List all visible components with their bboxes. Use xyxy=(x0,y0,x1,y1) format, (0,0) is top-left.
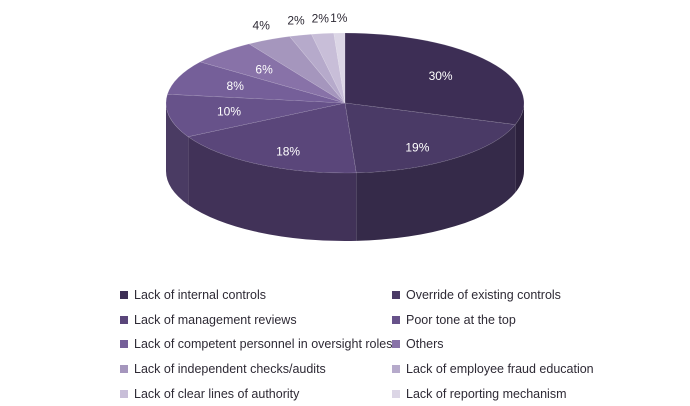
legend-item-override-of-existing-controls: Override of existing controls xyxy=(392,283,640,308)
pie-slice-lack-of-management-reviews xyxy=(187,102,357,174)
legend-label-others: Others xyxy=(406,337,444,352)
legend-label-lack-of-employee-fraud-education: Lack of employee fraud education xyxy=(406,362,594,377)
legend-item-lack-of-management-reviews: Lack of management reviews xyxy=(120,308,392,333)
pie-side-poor-tone-at-the-top xyxy=(166,103,189,205)
legend-swatch-lack-of-clear-lines-of-authority xyxy=(120,389,128,398)
data-label-lack-of-management-reviews: 18% xyxy=(276,145,300,159)
pie-side-walls xyxy=(166,103,524,242)
legend-item-lack-of-clear-lines-of-authority: Lack of clear lines of authority xyxy=(120,381,392,406)
legend-swatch-lack-of-management-reviews xyxy=(120,315,128,324)
data-label-lack-of-reporting-mechanism: 1% xyxy=(330,11,348,25)
data-label-poor-tone-at-the-top: 10% xyxy=(217,105,241,119)
pie-slice-lack-of-reporting-mechanism xyxy=(333,32,346,104)
legend-label-lack-of-internal-controls: Lack of internal controls xyxy=(134,288,267,303)
legend-swatch-lack-of-reporting-mechanism xyxy=(392,389,400,398)
legend-swatch-lack-of-independent-checks-audits xyxy=(120,365,128,374)
legend-item-lack-of-independent-checks-audits: Lack of independent checks/audits xyxy=(120,357,392,382)
legend-swatch-override-of-existing-controls xyxy=(392,291,400,300)
pie-top-slices xyxy=(165,32,525,174)
legend-swatch-lack-of-competent-personnel-in-oversight-roles xyxy=(120,340,128,349)
pie-slice-poor-tone-at-the-top xyxy=(165,93,346,138)
legend-swatch-lack-of-internal-controls xyxy=(120,291,128,300)
legend-swatch-lack-of-employee-fraud-education xyxy=(392,365,400,374)
pie-side-lack-of-internal-controls xyxy=(515,103,524,193)
legend-label-lack-of-clear-lines-of-authority: Lack of clear lines of authority xyxy=(134,386,300,401)
legend-item-lack-of-internal-controls: Lack of internal controls xyxy=(120,283,392,308)
pie-chart: 30% 19% 18% 10% 8% 6% 4% 2% 2% 1% xyxy=(165,11,525,242)
data-label-lack-of-clear-lines-of-authority: 2% xyxy=(312,12,330,26)
legend-label-poor-tone-at-the-top: Poor tone at the top xyxy=(406,312,516,327)
legend-label-lack-of-management-reviews: Lack of management reviews xyxy=(134,312,297,327)
legend-label-lack-of-competent-personnel-in-oversight-roles: Lack of competent personnel in oversight… xyxy=(134,337,393,352)
legend-swatch-poor-tone-at-the-top xyxy=(392,315,400,324)
legend: Lack of internal controls Override of exi… xyxy=(120,283,640,406)
legend-item-others: Others xyxy=(392,332,640,357)
legend-label-lack-of-reporting-mechanism: Lack of reporting mechanism xyxy=(406,386,567,401)
legend-item-lack-of-reporting-mechanism: Lack of reporting mechanism xyxy=(392,381,640,406)
legend-item-poor-tone-at-the-top: Poor tone at the top xyxy=(392,308,640,333)
pie-slice-lack-of-clear-lines-of-authority xyxy=(310,32,346,104)
pie-slice-lack-of-internal-controls xyxy=(344,32,525,125)
legend-swatch-others xyxy=(392,340,400,349)
pie-side-override-of-existing-controls xyxy=(356,124,516,241)
data-label-override-of-existing-controls: 19% xyxy=(405,141,429,155)
pie-slice-override-of-existing-controls xyxy=(344,102,516,174)
legend-item-lack-of-competent-personnel-in-oversight-roles: Lack of competent personnel in oversight… xyxy=(120,332,392,357)
pie-slice-lack-of-competent-personnel-in-oversight-roles xyxy=(167,61,346,104)
data-label-lack-of-competent-personnel-in-oversight-roles: 8% xyxy=(227,79,245,93)
data-label-lack-of-internal-controls: 30% xyxy=(429,69,453,83)
data-label-others: 6% xyxy=(255,62,273,76)
legend-item-lack-of-employee-fraud-education: Lack of employee fraud education xyxy=(392,357,640,382)
pie-chart-svg: 30%19%18%10%8%6%4% 2% 2% 1% xyxy=(165,11,525,242)
pie-slice-lack-of-employee-fraud-education xyxy=(289,33,346,104)
data-label-lack-of-employee-fraud-education: 2% xyxy=(287,13,305,27)
legend-label-override-of-existing-controls: Override of existing controls xyxy=(406,288,561,303)
pie-slice-lack-of-independent-checks-audits xyxy=(248,36,346,104)
legend-label-lack-of-independent-checks-audits: Lack of independent checks/audits xyxy=(134,362,326,377)
pie-data-labels: 30%19%18%10%8%6%4% 2% 2% 1% xyxy=(217,11,453,159)
data-label-lack-of-independent-checks-audits: 4% xyxy=(253,18,271,32)
pie-slice-others xyxy=(199,43,346,104)
pie-side-lack-of-management-reviews xyxy=(188,136,357,242)
